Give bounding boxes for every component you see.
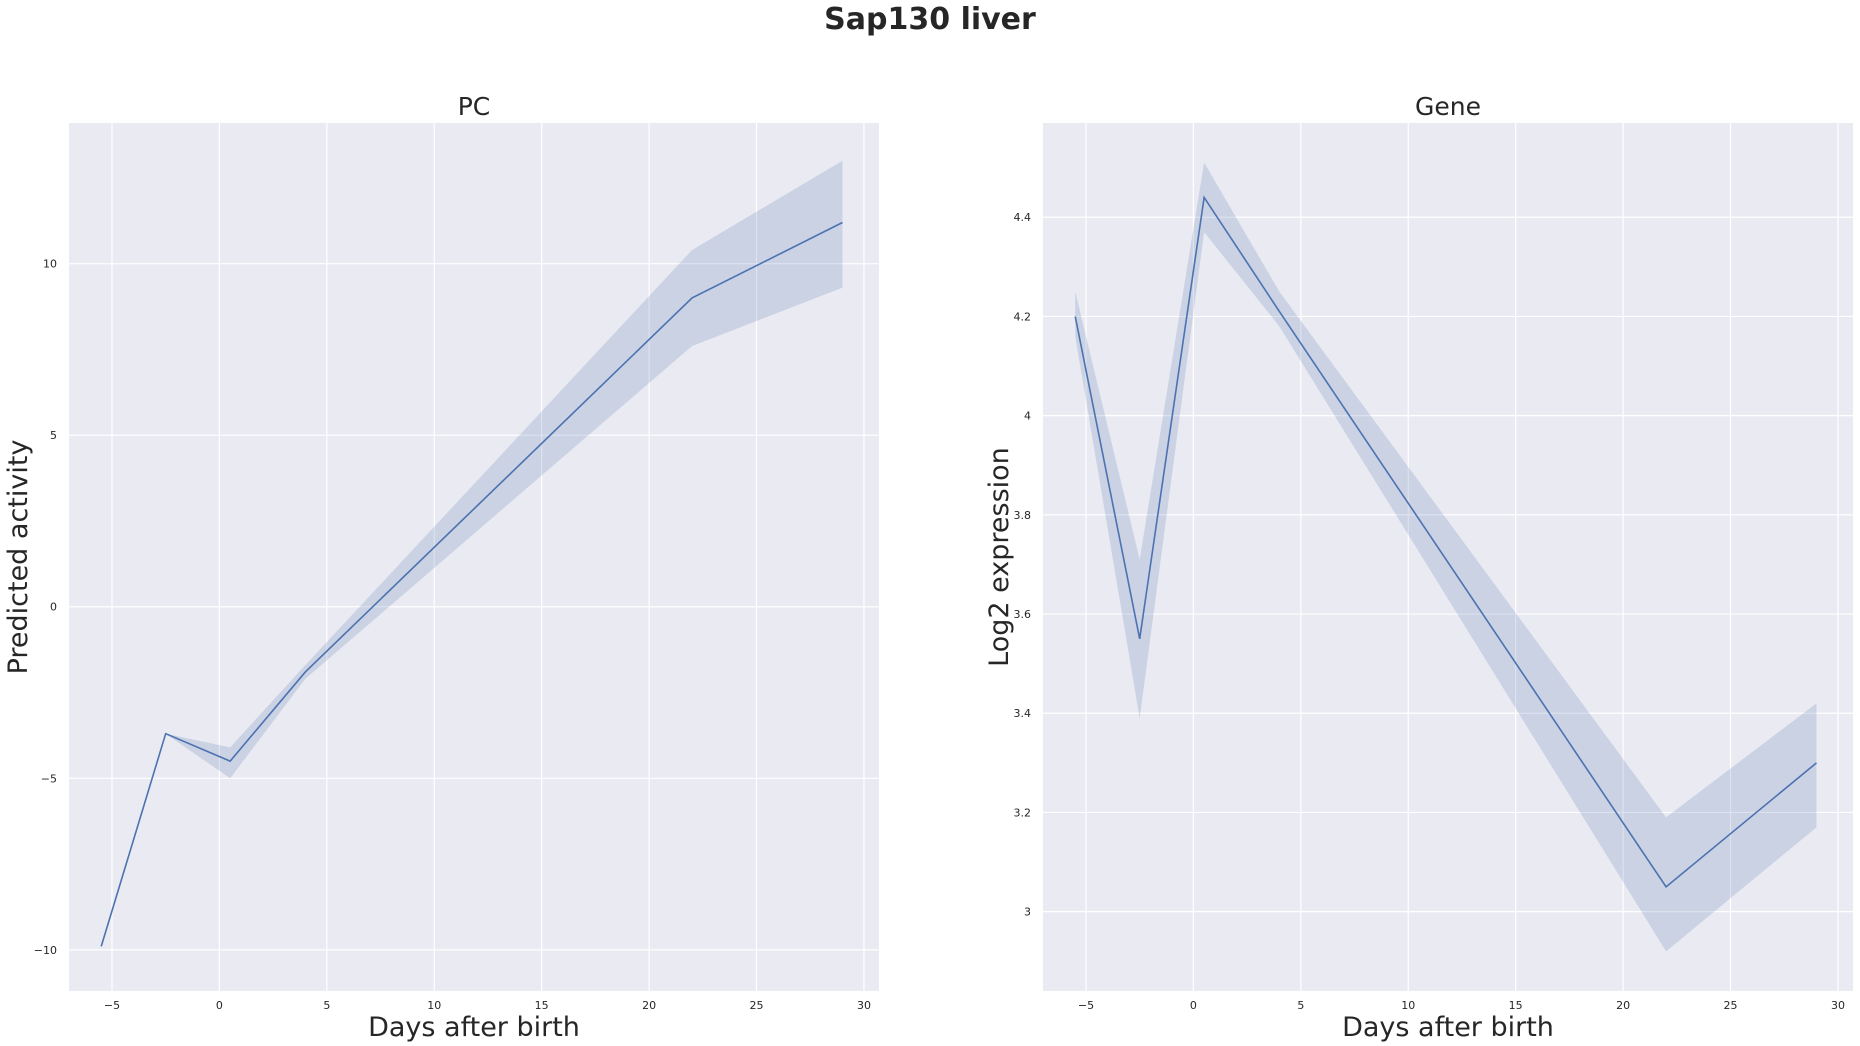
plot-area (69, 123, 879, 991)
y-tick-label: 4 (1024, 410, 1031, 423)
y-axis-label: Predicted activity (3, 440, 34, 675)
y-tick-label: 3.6 (1014, 608, 1032, 621)
panel-title: Gene (1415, 92, 1481, 121)
x-tick-label: 30 (1831, 999, 1845, 1012)
x-tick-label: 30 (857, 999, 871, 1012)
figure-title: Sap130 liver (824, 2, 1036, 37)
panel-gene: −5 0 5 10 15 20 25 30 3 3.2 3.4 3.6 3.8 4 4.2 4.4 Gene Da… (984, 92, 1853, 1043)
y-tick-label: 3.2 (1014, 806, 1032, 819)
y-tick-label: 10 (43, 258, 57, 271)
x-axis-label: Days after birth (1342, 1012, 1554, 1043)
y-tick-label: 0 (50, 601, 57, 614)
x-tick-label: 20 (1616, 999, 1630, 1012)
confidence-band (101, 160, 843, 947)
y-tick-label: 3 (1024, 906, 1031, 919)
series-line (100, 221, 843, 947)
x-axis-label: Days after birth (368, 1012, 580, 1043)
y-tick-label: −10 (34, 944, 57, 957)
x-tick-label: 0 (1190, 999, 1197, 1012)
y-tick-label: 3.8 (1014, 509, 1032, 522)
x-tick-label: 10 (427, 999, 441, 1012)
x-tick-label: 20 (642, 999, 656, 1012)
x-tick-label: 15 (1509, 999, 1523, 1012)
plot-area (1043, 123, 1853, 991)
x-tick-label: 5 (1297, 999, 1304, 1012)
y-tick-label: −5 (41, 772, 57, 785)
y-tick-label: 4.4 (1014, 211, 1032, 224)
x-tick-label: −5 (104, 999, 120, 1012)
x-tick-label: 0 (216, 999, 223, 1012)
y-tick-label: 5 (50, 429, 57, 442)
panel-title: PC (458, 92, 491, 121)
y-axis-label: Log2 expression (984, 447, 1015, 667)
x-tick-label: 15 (535, 999, 549, 1012)
y-tick-label: 3.4 (1014, 707, 1032, 720)
x-tick-label: 25 (1724, 999, 1738, 1012)
x-tick-label: −5 (1078, 999, 1094, 1012)
x-tick-label: 5 (323, 999, 330, 1012)
x-tick-label: 25 (750, 999, 764, 1012)
confidence-band (1075, 162, 1817, 952)
y-tick-label: 4.2 (1014, 310, 1032, 323)
panel-pc: −5 0 5 10 15 20 25 30 −10 −5 0 5 10 PC Days after birt… (3, 92, 879, 1043)
series-line (1074, 195, 1817, 889)
x-tick-label: 10 (1401, 999, 1415, 1012)
